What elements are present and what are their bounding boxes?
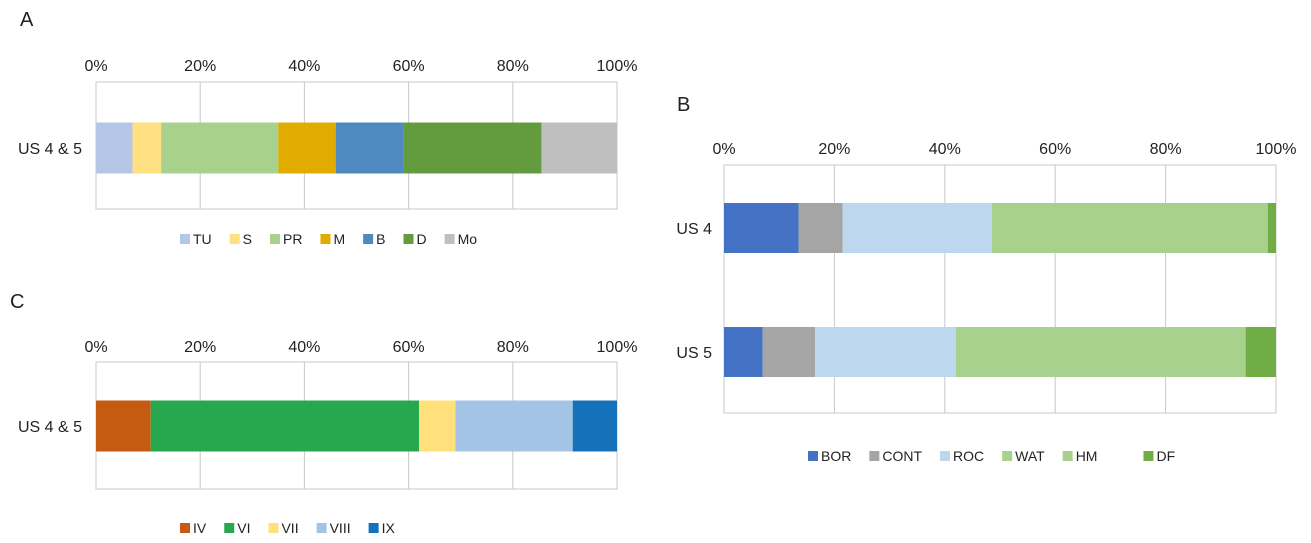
panel-a: A 0% 20% 40% 60% 80% 100% US 4 & 5 TU S PR M B D Mo [18,9,637,247]
category-label: US 5 [676,345,712,362]
x-tick-label: 60% [393,58,425,75]
bar-segment-tu [96,122,133,174]
legend-swatch [180,234,190,244]
bar-segment-d [403,122,542,174]
plot-area [723,164,1277,414]
panel-letter-c: C [10,291,24,313]
bar-segment-bor [724,327,763,377]
x-tick-label: 100% [597,58,638,75]
legend-swatch [320,234,331,244]
x-tick-label: 80% [1150,141,1182,158]
x-tick-label: 100% [597,339,638,356]
x-tick-label: 0% [84,339,107,356]
bar-segment-roc [815,327,956,377]
legend-swatch [229,234,240,244]
legend-label: IV [193,520,207,536]
legend-swatch [316,523,327,533]
legend-swatch [940,451,951,461]
category-label: US 4 & 5 [18,419,82,436]
x-tick-label: 20% [818,141,850,158]
x-tick-label: 0% [712,141,735,158]
bar-segment-viii [455,400,573,452]
bar-segment-s [132,122,162,174]
legend-swatch [224,523,235,533]
category-label: US 4 & 5 [18,141,82,158]
legend-label: VI [237,520,250,536]
legend-label: WAT [1015,448,1045,464]
legend-swatch [363,234,374,244]
panel-b: B 0% 20% 40% 60% 80% 100% US 4 US 5 BOR CONT ROC WA… [676,94,1296,464]
x-tick-label: 20% [184,339,216,356]
legend-label: M [333,231,345,247]
bar-segment-vi [150,400,420,452]
bar-segment-cont [798,203,843,253]
panel-letter-a: A [20,9,34,31]
legend-swatch [403,234,414,244]
legend-swatch [808,451,818,461]
legend-label: Mo [458,231,478,247]
x-tick-label: 20% [184,58,216,75]
legend-swatch [270,234,281,244]
legend-label: D [416,231,426,247]
bar-segment-df [1245,327,1276,377]
x-tick-label: 40% [288,58,320,75]
x-tick-label: 60% [1039,141,1071,158]
bar-segment-b [335,122,404,174]
x-tick-label: 80% [497,58,529,75]
legend-label: VII [281,520,298,536]
x-tick-label: 80% [497,339,529,356]
legend-label: ROC [953,448,984,464]
bar-segment-wat [955,327,1246,377]
legend-swatch [268,523,279,533]
x-tick-label: 100% [1256,141,1297,158]
legend-label: CONT [882,448,922,464]
legend-label: IX [382,520,396,536]
bar-segment-df [1267,203,1276,253]
legend-swatch [1002,451,1013,461]
panel-c: C 0% 20% 40% 60% 80% 100% US 4 & 5 IV VI VII VIII I… [10,291,637,536]
bar-segment-m [278,122,336,174]
legend-swatch [180,523,190,533]
bar-segment-roc [842,203,992,253]
bar-segment-bor [724,203,799,253]
x-tick-label: 0% [84,58,107,75]
bar-segment-cont [762,327,816,377]
legend-label: S [243,231,252,247]
legend-swatch [444,234,455,244]
legend-swatch [1143,451,1154,461]
bar-segment-vii [419,400,456,452]
legend-label: HM [1076,448,1098,464]
legend-swatch [368,523,379,533]
bar-segment-ix [572,400,617,452]
legend-swatch [869,451,880,461]
bar-segment-wat [991,203,1268,253]
legend-label: TU [193,231,212,247]
legend-label: DF [1156,448,1175,464]
x-tick-label: 40% [288,339,320,356]
bar-segment-iv [96,400,151,452]
legend-swatch [1062,451,1073,461]
panel-letter-b: B [677,94,690,116]
legend-label: PR [283,231,302,247]
legend-label: B [376,231,385,247]
legend-label: BOR [821,448,851,464]
x-tick-label: 60% [393,339,425,356]
x-tick-label: 40% [929,141,961,158]
legend-label: VIII [330,520,351,536]
bar-segment-mo [541,122,617,174]
category-label: US 4 [676,221,712,238]
bar-segment-pr [161,122,279,174]
